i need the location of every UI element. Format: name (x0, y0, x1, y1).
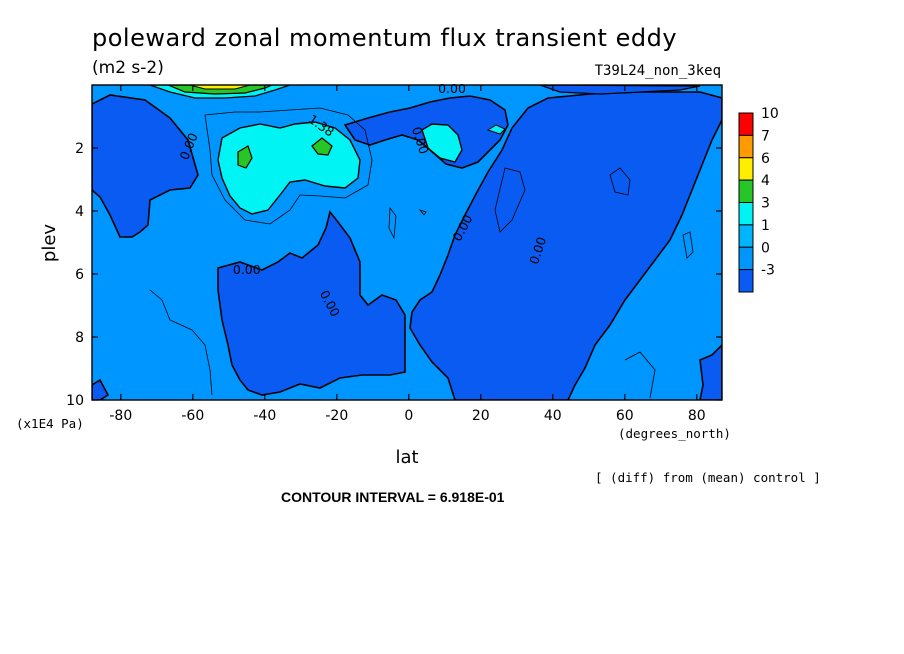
legend-label: 1 (761, 218, 770, 234)
x-tick-label: 20 (472, 408, 490, 424)
legend-swatch (738, 112, 754, 136)
contour-neg-southpole-corner (92, 378, 110, 400)
contour-pos-small (486, 124, 506, 135)
x-tick-label: -60 (181, 408, 204, 424)
y-axis-units: (x1E4 Pa) (16, 416, 84, 431)
chart-title: poleward zonal momentum flux transient e… (92, 24, 677, 52)
legend-swatch (738, 134, 754, 159)
comparison-note: [ (diff) from (mean) control ] (595, 470, 821, 485)
legend-label: 3 (761, 196, 770, 212)
contour-top-jet-yellow (189, 85, 251, 90)
x-axis-units: (degrees_north) (618, 426, 731, 441)
contour-top-neg-north (539, 85, 701, 95)
x-tick-label: 0 (404, 408, 413, 424)
y-axis: 2 4 6 8 10 (66, 141, 722, 409)
contour-label: 0.00 (438, 81, 466, 96)
x-axis: -80 -60 -40 -20 0 20 40 60 80 (109, 85, 706, 424)
x-axis-label: lat (395, 447, 418, 468)
legend-label: 0 (761, 240, 770, 256)
legend-label: 10 (761, 106, 779, 122)
legend-swatch (738, 224, 754, 248)
contour-pos-green-a (237, 145, 253, 169)
legend-label: 6 (761, 151, 770, 167)
y-tick-label: 8 (75, 330, 84, 346)
contour-neg-northpolar (699, 343, 722, 400)
x-tick-label: 40 (544, 408, 562, 424)
y-tick-label: 10 (66, 393, 84, 409)
contour-lines-thin (149, 107, 694, 399)
contour-pos-eq (421, 123, 463, 163)
contour-pos-green-b (311, 137, 333, 156)
contour-neg-south-mid (217, 210, 406, 396)
legend-swatch (738, 157, 754, 181)
x-tick-label: -80 (109, 408, 132, 424)
x-tick-label: -20 (325, 408, 348, 424)
contour-neg-southpolar (92, 94, 199, 238)
y-tick-label: 4 (75, 204, 84, 220)
legend-swatch (738, 269, 754, 293)
plot-area (92, 85, 722, 400)
plot-frame (91, 84, 723, 401)
legend-label: 4 (761, 173, 770, 189)
y-axis-label: plev (39, 224, 60, 263)
x-tick-label: 60 (616, 408, 634, 424)
legend-label: -3 (761, 263, 775, 279)
contour-label: 0.00 (233, 262, 261, 277)
y-tick-label: 6 (75, 267, 84, 283)
contour-interval: CONTOUR INTERVAL = 6.918E-01 (281, 489, 505, 505)
legend-swatch (738, 202, 754, 226)
x-tick-label: 80 (688, 408, 706, 424)
legend-swatch (738, 179, 754, 203)
experiment-label: T39L24_non_3keq (595, 63, 721, 79)
legend-label: 7 (761, 128, 770, 144)
x-tick-label: -40 (253, 408, 276, 424)
legend-swatch (738, 246, 754, 271)
y-tick-label: 2 (75, 141, 84, 157)
chart-units: (m2 s-2) (92, 58, 164, 78)
